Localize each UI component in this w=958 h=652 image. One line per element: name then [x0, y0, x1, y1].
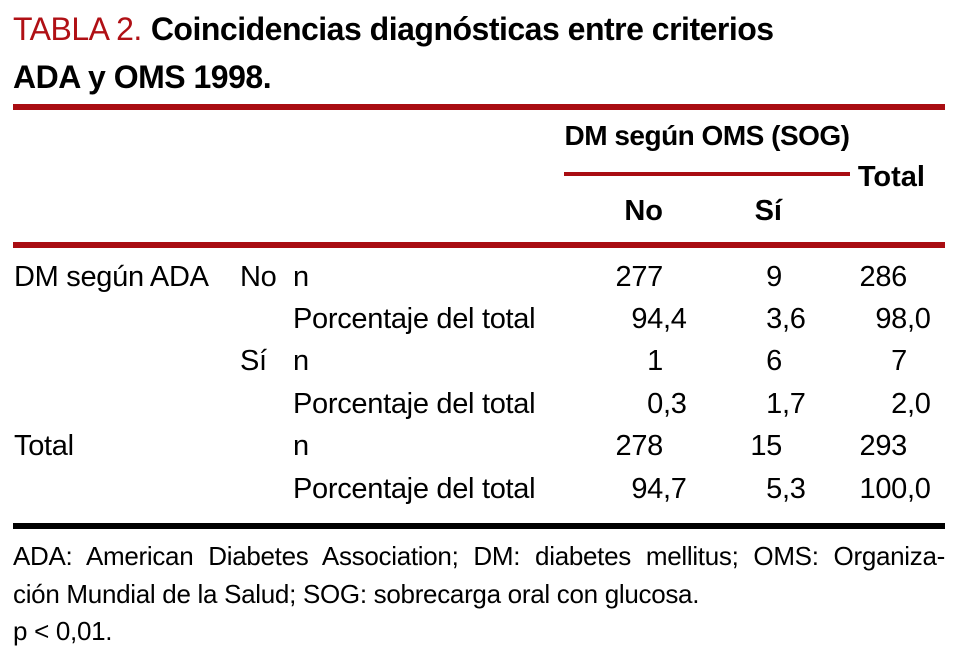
- cell-si: 1,7: [766, 387, 806, 420]
- cell-no: 1: [647, 345, 663, 378]
- no-column-header: No: [624, 195, 663, 227]
- table-row: Porcentaje del total 0,3 1,7 2,0: [14, 383, 931, 425]
- table-row: Porcentaje del total 94,4 3,6 98,0: [14, 298, 931, 340]
- row-measure-label: Porcentaje del total: [293, 303, 536, 336]
- cell-si: 5,3: [766, 472, 806, 505]
- footnote-block: ADA: American Diabetes Association; DM: …: [13, 538, 945, 651]
- row-measure-label: n: [293, 430, 309, 463]
- cell-total: 7: [891, 345, 907, 378]
- table-title-text-line2: ADA y OMS 1998.: [13, 59, 272, 95]
- table-title-text-line1: Coincidencias diagnósticas entre criteri…: [150, 11, 774, 47]
- row-measure-label: Porcentaje del total: [293, 472, 536, 505]
- cell-no: 278: [615, 430, 664, 463]
- cell-no: 94,7: [631, 472, 687, 505]
- cell-si: 9: [766, 260, 782, 293]
- cell-si: 15: [750, 430, 782, 463]
- row-level-label: Sí: [240, 345, 267, 378]
- table-row: Sí n 1 6 7: [14, 341, 931, 383]
- cell-total: 293: [859, 430, 908, 463]
- cell-total: 98,0: [875, 303, 931, 336]
- table-number-label: TABLA 2.: [13, 11, 142, 47]
- row-group-label: Total: [14, 430, 74, 463]
- cell-si: 6: [766, 345, 782, 378]
- table-body: DM según ADA No n 277 9 286 Porcentaje d…: [14, 256, 931, 510]
- table-title-line1: TABLA 2. Coincidencias diagnósticas entre…: [13, 5, 949, 53]
- cell-no: 94,4: [631, 303, 687, 336]
- footnote-pvalue: p < 0,01.: [13, 616, 113, 646]
- footnote-line: ción Mundial de la Salud; SOG: sobrecarg…: [13, 578, 700, 609]
- footnote-line: ADA: American Diabetes Association; DM: …: [13, 541, 945, 571]
- table-title: TABLA 2. Coincidencias diagnósticas entre…: [13, 5, 949, 101]
- total-column-header: Total: [857, 161, 925, 193]
- table-bottom-rule: [13, 523, 945, 529]
- cell-no: 0,3: [647, 387, 687, 420]
- cell-total: 286: [859, 260, 908, 293]
- si-column-header: Sí: [754, 195, 782, 227]
- cell-total: 2,0: [891, 387, 931, 420]
- table-row: DM según ADA No n 277 9 286: [14, 256, 931, 298]
- header-divider-rule: [13, 242, 945, 248]
- column-group-header: DM según OMS (SOG): [564, 121, 850, 176]
- table-row: Total n 278 15 293: [14, 426, 931, 468]
- table-row: Porcentaje del total 94,7 5,3 100,0: [14, 468, 931, 510]
- title-divider-rule: [13, 104, 945, 110]
- row-group-label: DM según ADA: [14, 260, 209, 293]
- row-measure-label: n: [293, 260, 309, 293]
- cell-si: 3,6: [766, 303, 806, 336]
- row-level-label: No: [240, 260, 277, 293]
- row-measure-label: n: [293, 345, 309, 378]
- row-measure-label: Porcentaje del total: [293, 387, 536, 420]
- cell-no: 277: [615, 260, 664, 293]
- cell-total: 100,0: [859, 472, 931, 505]
